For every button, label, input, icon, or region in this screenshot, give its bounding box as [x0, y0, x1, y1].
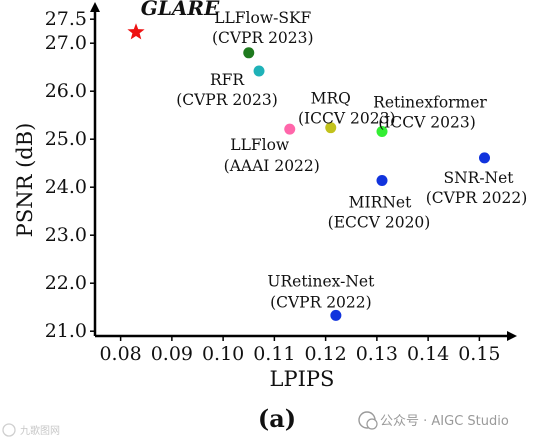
x-tick-label: 0.14 [407, 343, 449, 365]
y-tick-label: 26.0 [45, 80, 87, 102]
point-mrq [325, 122, 337, 134]
watermark-left: 九歌图网 [2, 423, 60, 437]
point-snr-net [479, 152, 490, 164]
x-tick-label: 0.11 [253, 343, 295, 365]
x-tick-label: 0.12 [304, 343, 346, 365]
y-tick-label: 23.0 [45, 224, 87, 246]
point-llflow [284, 123, 296, 135]
label-llflow-name: LLFlow [230, 136, 290, 154]
axes [90, 2, 517, 341]
label-snr-net-venue: (CVPR 2022) [426, 189, 528, 207]
label-mrq-venue: (ICCV 2023) [298, 110, 396, 128]
x-tick-label: 0.15 [458, 343, 500, 365]
label-mirnet-name: MIRNet [349, 193, 412, 211]
x-axis-arrow-icon [507, 331, 517, 341]
point-llflow-skf [243, 47, 255, 59]
y-tick-label: 22.0 [45, 272, 87, 294]
label-glare: GLARE [141, 0, 220, 20]
label-llflow-skf-name: LLFlow-SKF [214, 9, 311, 27]
label-rfr-name: RFR [210, 71, 245, 89]
watermark-text: 公众号 · AIGC Studio [380, 414, 509, 429]
label-snr-net-name: SNR-Net [443, 169, 514, 187]
point-glare-star-icon [127, 23, 145, 40]
x-tick-label: 0.09 [151, 343, 193, 365]
label-retinexformer-venue: (ICCV 2023) [378, 114, 476, 132]
point-retinexformer [376, 126, 388, 138]
y-tick-group: 21.0 22.0 23.0 24.0 25.0 26.0 27.027.5 [45, 8, 95, 342]
label-uretinex-net-name: URetinex-Net [267, 272, 375, 290]
label-llflow-skf-venue: (CVPR 2023) [212, 29, 314, 47]
label-mirnet-venue: (ECCV 2020) [328, 213, 431, 231]
y-tick-label: 25.0 [45, 128, 87, 150]
x-tick-label: 0.08 [99, 343, 141, 365]
label-rfr-venue: (CVPR 2023) [176, 91, 278, 109]
figure-caption: (a) [258, 404, 296, 433]
data-points [127, 23, 490, 321]
y-tick-label: 27.0 [45, 32, 87, 54]
point-rfr [253, 65, 265, 77]
watermark-left-logo-icon [2, 423, 16, 437]
label-retinexformer-name: Retinexformer [373, 94, 487, 112]
point-mirnet [376, 174, 388, 186]
y-tick-label: 21.0 [45, 320, 87, 342]
y-tick-label: 24.0 [45, 176, 87, 198]
watermark: 公众号 · AIGC Studio [358, 411, 509, 430]
label-uretinex-net-venue: (CVPR 2022) [270, 293, 372, 311]
x-tick-label: 0.10 [202, 343, 244, 365]
x-tick-group: 0.08 0.09 0.10 0.11 0.12 0.13 0.14 0.15 [99, 336, 501, 365]
watermark-left-text: 九歌图网 [20, 424, 60, 437]
wechat-icon-inner [366, 418, 378, 430]
x-axis-title: LPIPS [270, 367, 335, 391]
y-axis-title: PSNR (dB) [13, 123, 37, 238]
y-axis-arrow-icon [90, 2, 100, 12]
x-tick-label: 0.13 [356, 343, 398, 365]
point-uretinex-net [330, 309, 342, 321]
label-llflow-venue: (AAAI 2022) [224, 157, 320, 175]
y-tick-label: 27.5 [45, 8, 87, 30]
label-mrq-name: MRQ [311, 90, 351, 108]
